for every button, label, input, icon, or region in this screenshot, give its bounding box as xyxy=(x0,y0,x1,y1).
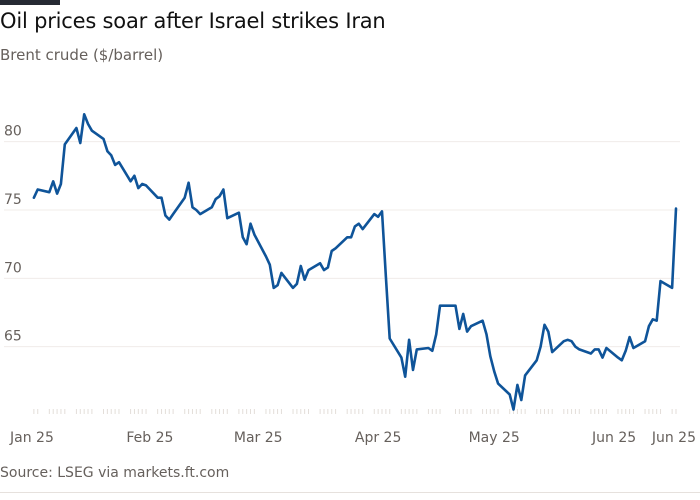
x-tick-label: May 25 xyxy=(469,430,520,446)
y-tick-label: 80 xyxy=(4,124,22,140)
x-axis-labels: Jan 25 Feb 25 Mar 25 Apr 25 May 25 Jun 25 Jun … xyxy=(9,430,696,446)
x-tick-label: Jun 25 xyxy=(591,430,636,446)
y-axis-labels: 65 70 75 80 xyxy=(4,124,22,345)
gridlines xyxy=(4,141,680,348)
x-axis-minor-ticks xyxy=(33,409,677,414)
y-tick-label: 75 xyxy=(4,192,22,208)
x-tick-label: Mar 25 xyxy=(234,430,283,446)
chart-title: Oil prices soar after Israel strikes Ira… xyxy=(0,9,386,33)
top-accent-bar xyxy=(0,0,60,5)
y-tick-label: 65 xyxy=(4,329,22,345)
y-tick-label: 70 xyxy=(4,260,22,276)
x-tick-label: Feb 25 xyxy=(126,430,173,446)
source-note: Source: LSEG via markets.ft.com xyxy=(0,465,230,481)
bottom-rule xyxy=(0,492,700,493)
x-tick-label: Apr 25 xyxy=(355,430,401,446)
x-tick-label: Jun 25 xyxy=(651,430,696,446)
chart-subtitle: Brent crude ($/barrel) xyxy=(0,46,164,64)
series-layer xyxy=(32,113,678,411)
x-tick-label: Jan 25 xyxy=(9,430,54,446)
series-line-brent xyxy=(32,113,678,411)
